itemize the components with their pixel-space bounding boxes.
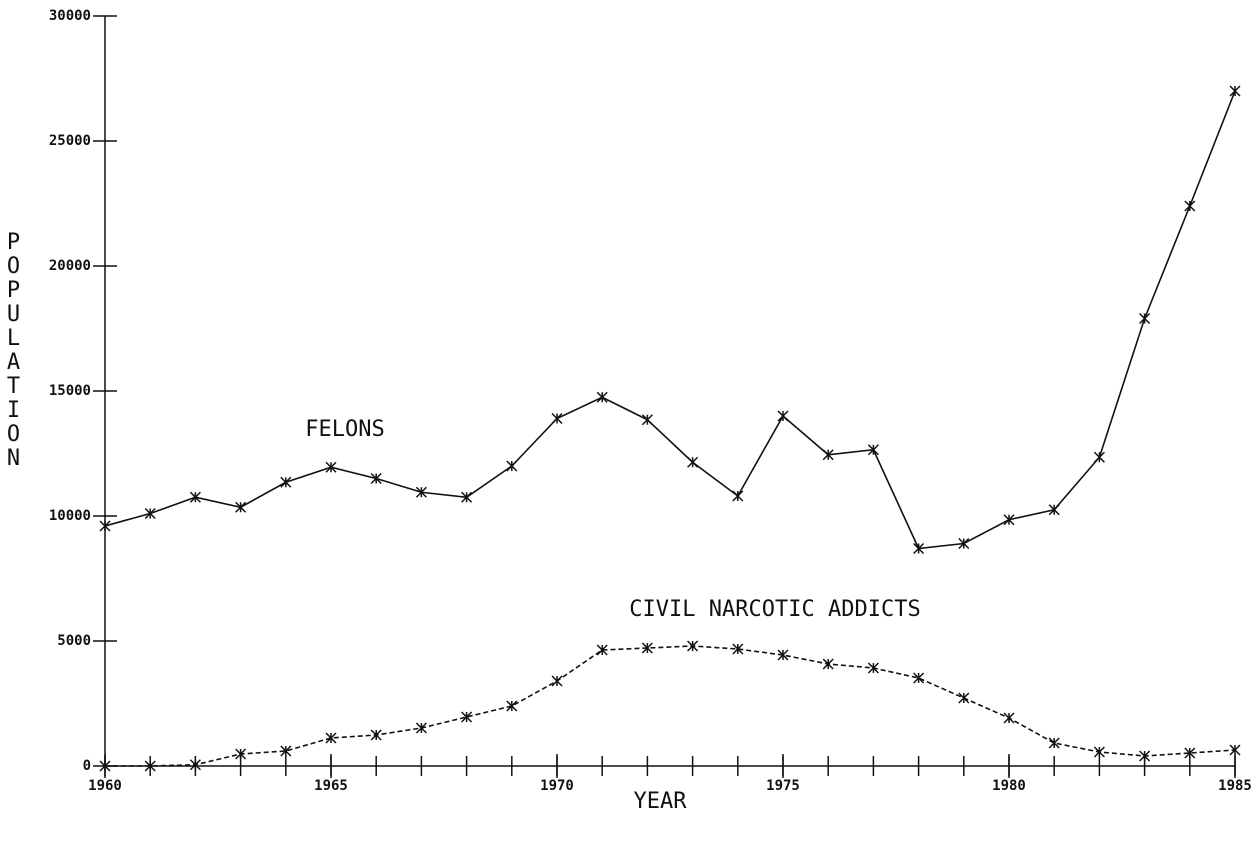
- marker: [1003, 712, 1015, 724]
- marker: [777, 410, 789, 422]
- marker: [822, 658, 834, 670]
- y-tick-label: 0: [83, 758, 91, 774]
- marker: [867, 444, 879, 456]
- marker: [913, 542, 925, 555]
- y-tick-label: 25000: [49, 133, 91, 149]
- x-axis-label: YEAR: [634, 789, 688, 814]
- marker: [596, 644, 608, 656]
- marker: [867, 662, 879, 674]
- marker: [506, 460, 518, 472]
- x-tick-label: 1965: [314, 778, 348, 794]
- marker: [1003, 514, 1015, 526]
- series-line: [105, 645, 1236, 767]
- marker: [958, 692, 970, 704]
- marker: [235, 501, 247, 513]
- x-tick-label: 1975: [766, 778, 800, 794]
- x-tick-label: 1985: [1218, 778, 1252, 794]
- marker: [1093, 746, 1105, 758]
- marker: [461, 491, 473, 503]
- marker: [99, 760, 111, 772]
- marker: [189, 759, 201, 771]
- marker: [280, 476, 292, 488]
- marker: [235, 748, 247, 760]
- marker: [641, 414, 653, 426]
- marker: [1229, 85, 1241, 97]
- marker: [506, 700, 518, 712]
- marker: [189, 491, 201, 503]
- marker: [370, 729, 382, 741]
- marker: [144, 760, 156, 772]
- marker: [777, 649, 789, 661]
- marker: [325, 732, 337, 744]
- marker: [280, 745, 292, 757]
- marker: [415, 722, 427, 734]
- marker: [325, 461, 337, 473]
- y-tick-label: 10000: [49, 508, 91, 524]
- marker: [1093, 451, 1105, 463]
- y-tick-label: 5000: [57, 633, 91, 649]
- series-label: FELONS: [305, 417, 384, 442]
- marker: [732, 490, 744, 502]
- marker: [1048, 504, 1060, 516]
- marker: [1139, 750, 1151, 762]
- marker: [99, 520, 111, 532]
- marker: [822, 449, 834, 461]
- marker: [1229, 744, 1241, 756]
- marker: [596, 391, 608, 403]
- series-line: [104, 90, 1236, 550]
- series-label: CIVIL NARCOTIC ADDICTS: [629, 597, 920, 622]
- marker: [551, 412, 563, 425]
- marker: [370, 472, 382, 485]
- x-tick-label: 1960: [88, 778, 122, 794]
- marker: [687, 640, 699, 652]
- marker: [1139, 312, 1151, 325]
- marker: [144, 507, 156, 520]
- y-tick-label: 15000: [49, 383, 91, 399]
- marker: [958, 537, 970, 550]
- marker: [1184, 200, 1196, 212]
- marker: [913, 672, 925, 684]
- marker: [415, 486, 427, 498]
- x-tick-label: 1980: [992, 778, 1026, 794]
- y-tick-label: 20000: [49, 258, 91, 274]
- marker: [551, 675, 563, 687]
- y-tick-label: 30000: [49, 8, 91, 24]
- marker: [461, 711, 473, 723]
- marker: [732, 643, 744, 655]
- x-tick-label: 1970: [540, 778, 574, 794]
- marker: [687, 456, 699, 468]
- y-axis-label: POPULATION: [1, 230, 26, 470]
- marker: [1048, 737, 1060, 749]
- marker: [1184, 747, 1196, 759]
- marker: [641, 642, 653, 654]
